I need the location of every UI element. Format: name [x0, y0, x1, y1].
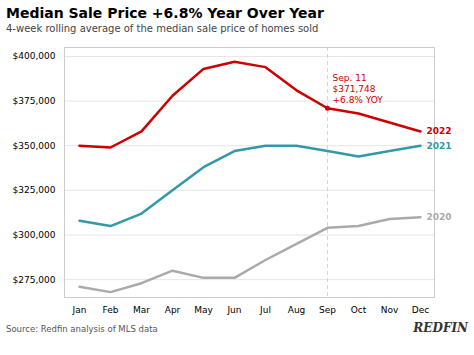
- html-text:4-week rolling average of the: 4-week rolling average of the median sal…: [6, 23, 319, 34]
- svg-text:$350,000: $350,000: [13, 141, 56, 151]
- svg-text:$300,000: $300,000: [13, 230, 56, 240]
- svg-text:$400,000: $400,000: [13, 51, 56, 61]
- html-text:Source: Redfin analysis of MLS: Source: Redfin analysis of MLS data: [6, 324, 158, 334]
- svg-text:$325,000: $325,000: [13, 185, 56, 195]
- svg-text:Aug: Aug: [288, 305, 306, 315]
- svg-text:2020: 2020: [427, 212, 452, 222]
- svg-text:$275,000: $275,000: [13, 275, 56, 285]
- svg-text:Dec: Dec: [412, 305, 429, 315]
- svg-text:$375,000: $375,000: [13, 96, 56, 106]
- svg-text:Sep. 11$371,748+6.8% YOY: Sep. 11$371,748+6.8% YOY: [333, 73, 384, 106]
- svg-text:Apr: Apr: [165, 305, 181, 315]
- svg-text:Jun: Jun: [226, 305, 241, 315]
- svg-text:Oct: Oct: [351, 305, 367, 315]
- html-text:Median Sale Price +6.8% Year O: Median Sale Price +6.8% Year Over Year: [6, 5, 324, 21]
- svg-text:2022: 2022: [427, 126, 452, 136]
- svg-text:Nov: Nov: [381, 305, 399, 315]
- svg-text:Jul: Jul: [259, 305, 271, 315]
- svg-text:2021: 2021: [427, 141, 452, 151]
- svg-text:Mar: Mar: [133, 305, 150, 315]
- svg-text:Sep: Sep: [319, 305, 336, 315]
- svg-text:Jan: Jan: [72, 305, 87, 315]
- svg-text:May: May: [194, 305, 213, 315]
- html-text:REDFIN: REDFIN: [413, 321, 468, 335]
- svg-text:Feb: Feb: [103, 305, 119, 315]
